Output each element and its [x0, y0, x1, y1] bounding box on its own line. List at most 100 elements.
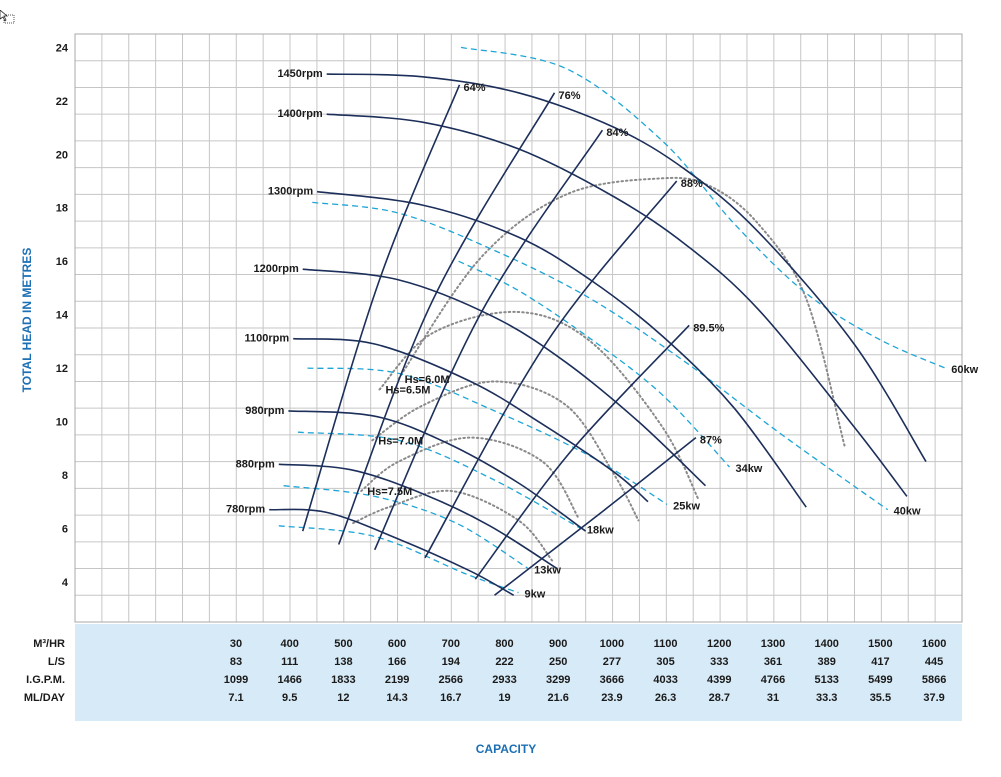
- power-label-34kw: 34kw: [735, 463, 762, 475]
- table-cell: 445: [925, 656, 943, 668]
- speed-label-1400rpm: 1400rpm: [277, 108, 322, 120]
- table-cell: 4033: [653, 674, 677, 686]
- y-tick-label: 24: [56, 42, 69, 54]
- npsh-label-hs-6-0m: Hs=6.0M: [405, 374, 450, 386]
- power-label-25kw: 25kw: [673, 500, 700, 512]
- y-tick-label: 14: [56, 310, 69, 322]
- table-cell: 7.1: [228, 692, 243, 704]
- efficiency-line-89-5: [474, 324, 690, 580]
- x-axis-title: CAPACITY: [476, 742, 536, 756]
- speed-label-1100rpm: 1100rpm: [244, 333, 289, 345]
- table-cell: 1466: [277, 674, 301, 686]
- power-label-40kw: 40kw: [894, 506, 921, 518]
- npsh-curve: [397, 176, 846, 447]
- table-cell: 800: [495, 638, 513, 650]
- table-cell: 33.3: [816, 692, 837, 704]
- efficiency-label-89-5: 89.5%: [693, 322, 724, 334]
- speed-curve-1450rpm: [326, 73, 927, 463]
- table-cell: 1400: [814, 638, 838, 650]
- speed-curve-1200rpm: [302, 268, 707, 487]
- table-cell: 28.7: [709, 692, 730, 704]
- npsh-label-hs-6-5m: Hs=6.5M: [385, 384, 430, 396]
- npsh-curve: [371, 380, 640, 522]
- speed-curves: [269, 73, 927, 596]
- y-axis-ticks: 4 6 8 10 12 14 16 18 20 22 24: [56, 42, 69, 589]
- npsh-curve: [360, 436, 580, 519]
- table-cell: 1000: [600, 638, 624, 650]
- table-row-label: I.G.P.M.: [26, 674, 65, 686]
- table-cell: 277: [603, 656, 621, 668]
- table-cell: 1099: [224, 674, 248, 686]
- table-cell: 5866: [922, 674, 946, 686]
- table-cell: 1200: [707, 638, 731, 650]
- table-cell: 2566: [439, 674, 463, 686]
- table-cell: 700: [442, 638, 460, 650]
- power-line-40kw: [312, 201, 889, 511]
- efficiency-label-76: 76%: [558, 90, 580, 102]
- plot-frame: [74, 33, 963, 623]
- power-label-13kw: 13kw: [534, 565, 561, 577]
- speed-label-1200rpm: 1200rpm: [253, 263, 298, 275]
- curve-labels: 1450rpm 1400rpm 1300rpm 1200rpm 1100rpm 980rp…: [226, 68, 979, 601]
- table-cell: 389: [818, 656, 836, 668]
- table-cell: 5133: [814, 674, 838, 686]
- table-cell: 3666: [600, 674, 624, 686]
- speed-label-980rpm: 980rpm: [245, 405, 284, 417]
- table-cell: 14.3: [386, 692, 407, 704]
- y-tick-label: 18: [56, 203, 68, 215]
- npsh-curve: [352, 489, 554, 562]
- power-line-25kw: [307, 367, 668, 505]
- table-cell: 19: [498, 692, 510, 704]
- table-cell: 4766: [761, 674, 785, 686]
- table-cell: 26.3: [655, 692, 676, 704]
- table-cell: 4399: [707, 674, 731, 686]
- table-cell: 21.6: [547, 692, 568, 704]
- power-label-9kw: 9kw: [525, 589, 546, 601]
- npsh-curves: [352, 176, 846, 562]
- speed-curve-780rpm: [269, 508, 515, 596]
- table-cell: 23.9: [601, 692, 622, 704]
- power-line-13kw: [283, 485, 529, 570]
- capacity-table-background: [75, 624, 962, 721]
- table-cell: 35.5: [870, 692, 891, 704]
- table-cell: 9.5: [282, 692, 297, 704]
- y-tick-label: 16: [56, 256, 68, 268]
- table-cell: 37.9: [923, 692, 944, 704]
- table-cell: 1100: [654, 638, 678, 650]
- y-tick-label: 20: [56, 149, 68, 161]
- y-tick-label: 8: [62, 470, 68, 482]
- y-tick-label: 22: [56, 96, 68, 108]
- table-cell: 333: [710, 656, 728, 668]
- speed-label-780rpm: 780rpm: [226, 504, 265, 516]
- table-cell: 500: [334, 638, 352, 650]
- table-row-label: L/S: [48, 656, 65, 668]
- table-cell: 400: [281, 638, 299, 650]
- table-cell: 138: [334, 656, 352, 668]
- table-cell: 361: [764, 656, 782, 668]
- table-cell: 1500: [868, 638, 892, 650]
- table-cell: 900: [549, 638, 567, 650]
- speed-curve-1300rpm: [317, 190, 807, 508]
- power-label-60kw: 60kw: [951, 364, 978, 376]
- y-tick-label: 10: [56, 417, 68, 429]
- speed-curve-1400rpm: [326, 113, 908, 497]
- table-cell: 1833: [331, 674, 355, 686]
- efficiency-line-88: [424, 180, 678, 559]
- speed-label-1300rpm: 1300rpm: [268, 186, 313, 198]
- speed-curve-1100rpm: [293, 337, 649, 503]
- table-cell: 2199: [385, 674, 409, 686]
- table-background: [75, 624, 962, 721]
- table-cell: 1600: [922, 638, 946, 650]
- speed-label-1450rpm: 1450rpm: [277, 68, 322, 80]
- table-row-label: ML/DAY: [24, 692, 66, 704]
- table-cell: 3299: [546, 674, 570, 686]
- y-tick-label: 6: [62, 523, 68, 535]
- efficiency-line-76: [337, 92, 556, 545]
- table-cell: 31: [767, 692, 779, 704]
- power-line-60kw: [460, 46, 946, 369]
- table-cell: 16.7: [440, 692, 461, 704]
- table-cell: 250: [549, 656, 567, 668]
- table-cell: 12: [337, 692, 349, 704]
- npsh-curve: [378, 310, 700, 501]
- npsh-label-hs-7-5m: Hs=7.5M: [367, 486, 412, 498]
